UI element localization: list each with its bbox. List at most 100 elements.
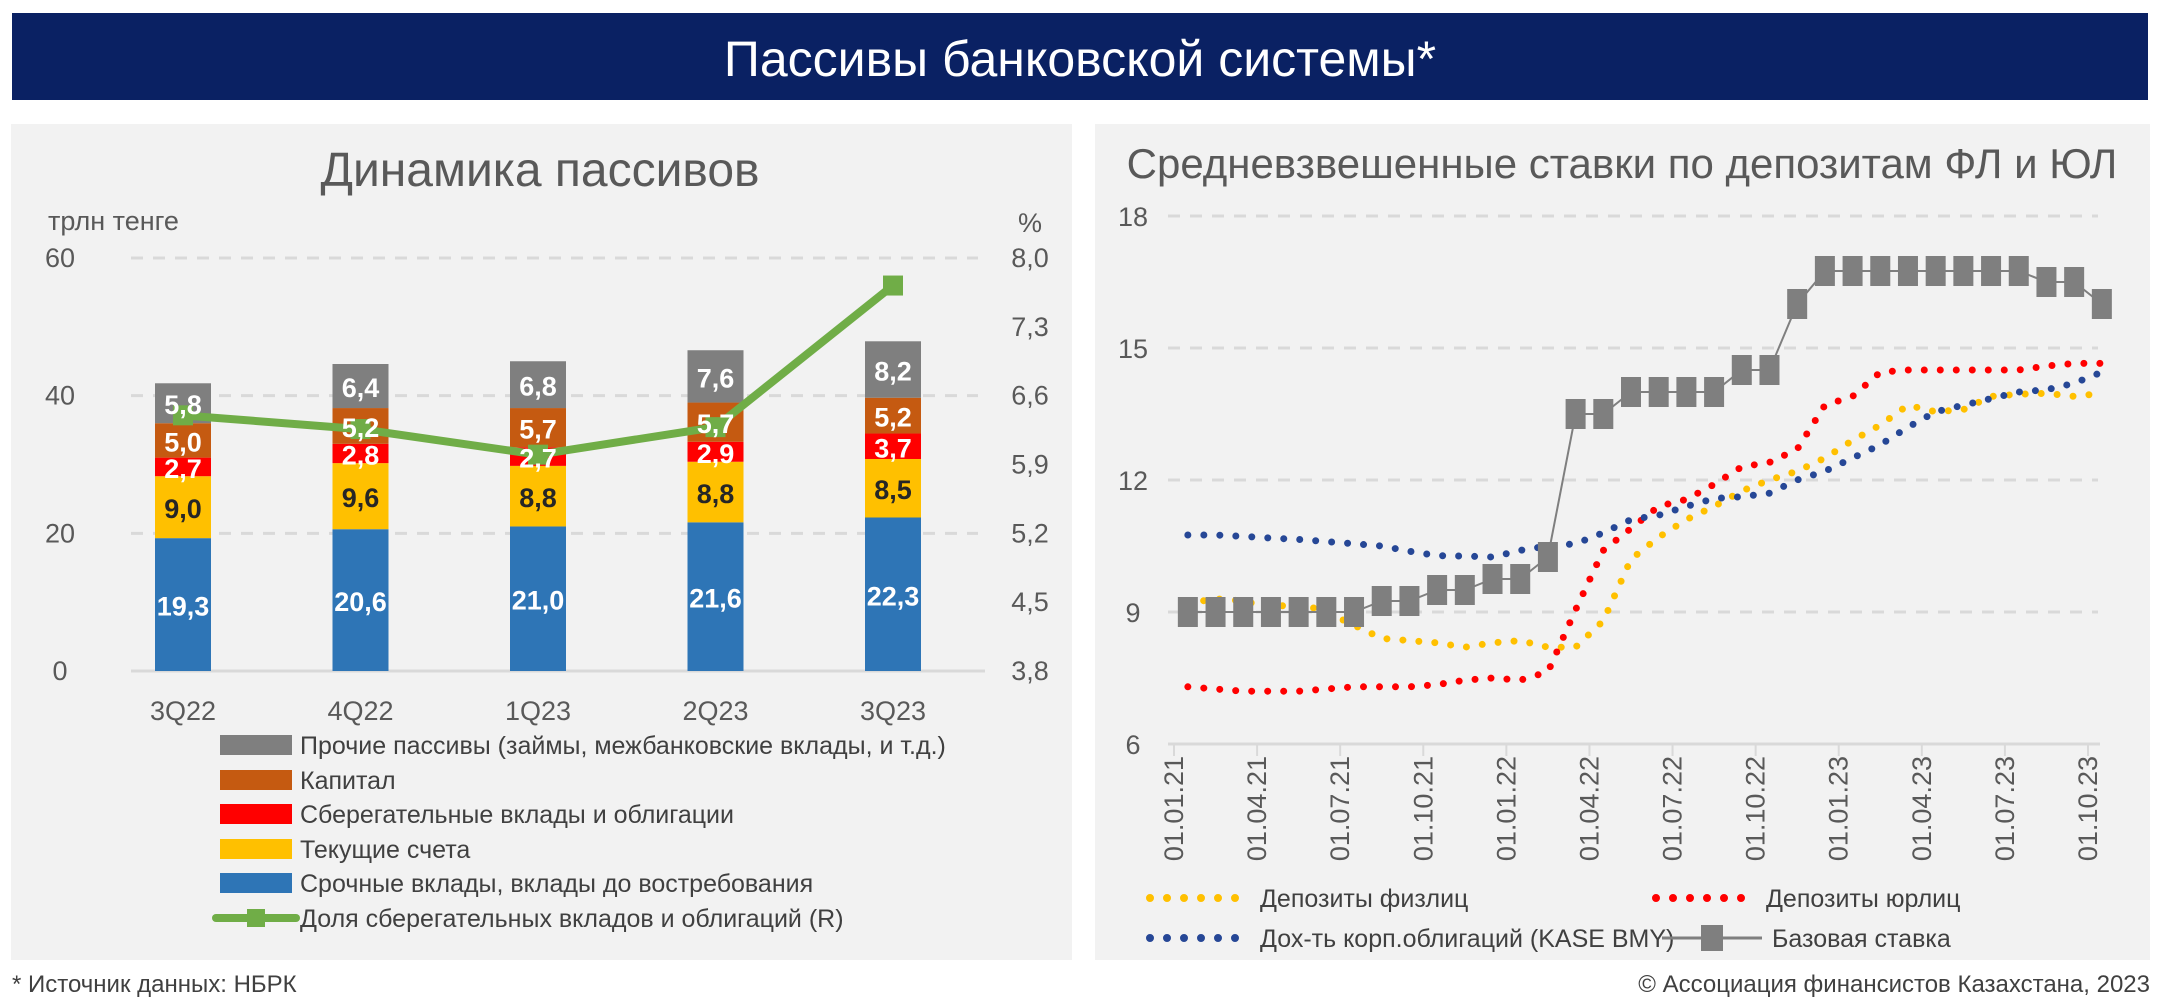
share-line-marker bbox=[173, 405, 193, 426]
share-line-marker bbox=[528, 444, 548, 465]
legend-item-other: Прочие пассивы (займы, межбанковские вкл… bbox=[220, 732, 946, 760]
base-rate-marker bbox=[1759, 355, 1780, 385]
bar-segment-other bbox=[332, 364, 389, 409]
y2-tick-label: 4,5 bbox=[1011, 587, 1049, 617]
x-tick-label: 01.10.21 bbox=[1408, 756, 1438, 861]
legend-label-savings: Сберегательные вклады и облигации bbox=[300, 801, 734, 829]
x-tick-label: 2Q23 bbox=[682, 696, 748, 726]
legend-item-share-line: Доля сберегательных вкладов и облигаций … bbox=[212, 905, 844, 933]
x-tick-label: 01.04.21 bbox=[1242, 756, 1272, 861]
base-rate-marker bbox=[2091, 289, 2112, 319]
legend-item-legal: Депозиты юрлиц bbox=[1652, 885, 1960, 913]
y-tick-label: 12 bbox=[1118, 466, 1148, 496]
base-rate-marker bbox=[1454, 575, 1475, 605]
base-rate-marker bbox=[1648, 377, 1669, 407]
bar-data-label: 21,6 bbox=[689, 584, 742, 614]
bar-data-label: 8,2 bbox=[874, 357, 912, 387]
left-legend: Прочие пассивы (займы, межбанковские вкл… bbox=[212, 732, 946, 933]
bar-data-label: 5,0 bbox=[164, 427, 202, 457]
bar-data-label: 9,0 bbox=[164, 494, 202, 524]
x-tick-label: 4Q22 bbox=[327, 696, 393, 726]
y2-tick-label: 5,9 bbox=[1011, 450, 1049, 480]
bar-data-label: 20,6 bbox=[334, 587, 387, 617]
base-rate-marker bbox=[1787, 289, 1808, 319]
base-rate-marker bbox=[1344, 597, 1365, 627]
base-rate-marker bbox=[1953, 256, 1974, 286]
x-tick-label: 01.01.21 bbox=[1159, 756, 1189, 861]
bar-segment-savings bbox=[332, 443, 389, 464]
base-rate-marker bbox=[1897, 256, 1918, 286]
bar-segment-savings bbox=[687, 441, 744, 462]
bar-segment-other bbox=[865, 341, 921, 398]
x-tick-label: 01.07.22 bbox=[1658, 756, 1688, 861]
y2-tick-label: 5,2 bbox=[1011, 518, 1049, 548]
base-rate-marker bbox=[1399, 586, 1420, 616]
x-tick-label: 01.01.23 bbox=[1824, 756, 1854, 861]
x-tick-label: 01.04.22 bbox=[1574, 756, 1604, 861]
y2-tick-label: 8,0 bbox=[1011, 243, 1049, 273]
base-rate-marker bbox=[1925, 256, 1946, 286]
series-corp-bonds bbox=[1184, 368, 2106, 561]
legend-swatch-current-accounts bbox=[220, 839, 292, 859]
copyright: © Ассоциация финансистов Казахстана, 202… bbox=[1638, 971, 2150, 998]
x-tick-label: 3Q23 bbox=[860, 696, 926, 726]
x-tick-label: 3Q22 bbox=[150, 696, 216, 726]
bar-data-label: 2,7 bbox=[164, 454, 202, 484]
share-line-marker bbox=[883, 275, 903, 296]
bar-segment-capital bbox=[510, 408, 566, 448]
legend-item-base-rate: Базовая ставка bbox=[1662, 925, 1951, 953]
base-rate-marker bbox=[1565, 399, 1586, 429]
bar-data-label: 5,8 bbox=[164, 390, 202, 420]
bar-segment-term-deposits bbox=[865, 517, 921, 671]
base-rate-marker bbox=[1621, 377, 1641, 407]
bar-data-label: 9,6 bbox=[342, 483, 380, 513]
left-chart-title: Динамика пассивов bbox=[320, 144, 759, 197]
bar-data-label: 8,8 bbox=[519, 483, 557, 513]
base-rate-marker bbox=[1981, 256, 2002, 286]
base-rate-marker bbox=[1704, 377, 1725, 407]
bar-segment-savings bbox=[865, 433, 921, 459]
legend-swatch-capital bbox=[220, 770, 292, 790]
bar-data-label: 7,6 bbox=[697, 363, 735, 393]
base-rate-marker bbox=[1371, 586, 1392, 616]
bar-data-label: 2,8 bbox=[342, 440, 380, 470]
base-rate-marker bbox=[1814, 256, 1835, 286]
bar-data-label: 6,4 bbox=[342, 373, 380, 403]
left-y-axis-label: трлн тенге bbox=[48, 206, 179, 236]
legend-marker-share-line bbox=[247, 909, 265, 927]
base-rate-marker bbox=[1731, 355, 1752, 385]
share-line-marker bbox=[350, 419, 371, 440]
base-rate-marker bbox=[1593, 399, 1614, 429]
base-rate-marker bbox=[2036, 267, 2057, 297]
bar-data-label: 8,5 bbox=[874, 475, 912, 505]
share-line-marker bbox=[705, 417, 726, 438]
base-rate-marker bbox=[1205, 597, 1226, 627]
base-rate-marker bbox=[1288, 597, 1309, 627]
x-tick-label: 01.04.23 bbox=[1907, 756, 1937, 861]
bar-data-label: 5,7 bbox=[519, 415, 557, 445]
legend-item-individuals: Депозиты физлиц bbox=[1146, 885, 1468, 913]
page-title: Пассивы банковской системы* bbox=[724, 31, 1436, 87]
bar-data-label: 22,3 bbox=[867, 581, 920, 611]
bar-segment-other bbox=[687, 350, 744, 403]
y2-tick-label: 7,3 bbox=[1011, 312, 1049, 342]
x-tick-label: 01.01.22 bbox=[1491, 756, 1521, 861]
bar-data-label: 5,2 bbox=[342, 413, 380, 443]
base-rate-marker bbox=[1427, 575, 1448, 605]
series-individuals bbox=[1184, 389, 2106, 651]
right-panel bbox=[1095, 124, 2150, 960]
legend-label-term-deposits: Срочные вклады, вклады до востребования bbox=[300, 870, 813, 898]
base-rate-marker bbox=[1177, 597, 1198, 627]
legend-label-individuals: Депозиты физлиц bbox=[1260, 885, 1468, 913]
bar-segment-current-accounts bbox=[687, 461, 744, 523]
source-note: * Источник данных: НБРК bbox=[12, 971, 297, 998]
bar-segment-term-deposits bbox=[332, 529, 389, 671]
bar-data-label: 5,2 bbox=[874, 403, 912, 433]
base-rate-marker bbox=[2064, 267, 2085, 297]
base-rate-marker bbox=[1233, 597, 1254, 627]
y-tick-label: 0 bbox=[52, 656, 67, 686]
bar-segment-current-accounts bbox=[510, 465, 566, 527]
bar-data-label: 19,3 bbox=[157, 592, 210, 622]
base-rate-marker bbox=[1842, 256, 1863, 286]
